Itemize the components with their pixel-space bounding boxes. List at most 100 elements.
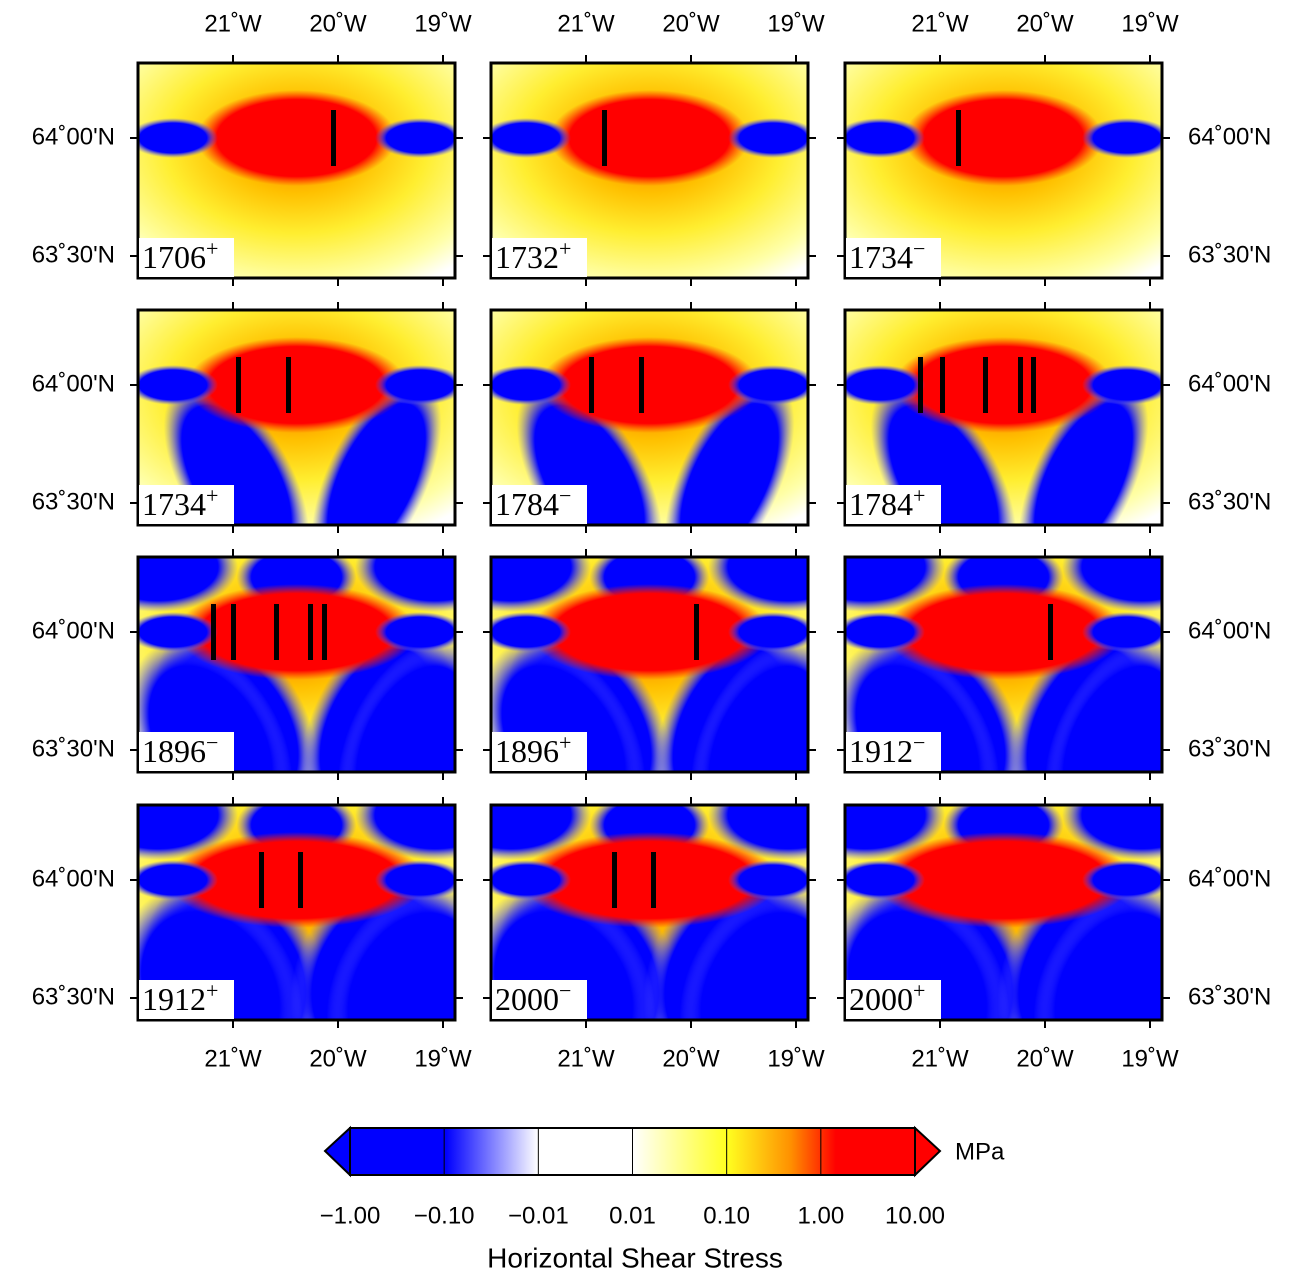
positive-core xyxy=(529,584,770,680)
panel-year: 1784 xyxy=(495,486,559,522)
panel-label: 1784− xyxy=(495,483,571,522)
panel-label: 1912− xyxy=(849,730,925,769)
fault-segment xyxy=(331,110,336,166)
x-tick-label: 21˚W xyxy=(557,1045,615,1072)
colorbar-tick-label: 1.00 xyxy=(797,1202,844,1229)
y-tick-label: 64˚00'N xyxy=(32,865,115,892)
fault-segment xyxy=(308,604,313,660)
fault-segment xyxy=(1048,604,1053,660)
colorbar-title: Horizontal Shear Stress xyxy=(487,1242,783,1273)
panel-label: 1912+ xyxy=(142,978,218,1017)
negative-lobe xyxy=(138,118,218,158)
map-panel: 1912− 64˚00'N 63˚30'N xyxy=(837,549,1271,780)
colorbar-low-arrow xyxy=(323,1125,351,1178)
panel-frame xyxy=(843,803,1164,1022)
y-tick-label: 64˚00'N xyxy=(1188,123,1271,150)
panel-label-box xyxy=(846,732,941,771)
fault-segment xyxy=(956,110,961,166)
negative-lobe xyxy=(375,365,455,405)
stress-field xyxy=(491,310,808,525)
map-panel: 2000+21˚W 20˚W 19˚W64˚00'N63˚30'N xyxy=(837,797,1271,1072)
panel-year: 1734 xyxy=(142,486,206,522)
panel-year: 2000 xyxy=(849,981,913,1017)
panel-label: 1734+ xyxy=(142,483,218,522)
positive-core xyxy=(166,832,427,928)
fault-segment xyxy=(940,357,945,413)
y-tick-label: 63˚30'N xyxy=(1188,241,1271,268)
negative-lobe xyxy=(163,380,310,525)
panel-label-box xyxy=(492,485,587,524)
colorbar: MPa Horizontal Shear Stress −1.00 −0.10 −0… xyxy=(320,1125,1005,1273)
negative-lobe xyxy=(311,378,442,525)
negative-lobe xyxy=(845,118,925,158)
fault-segment xyxy=(274,604,279,660)
fault-segment xyxy=(1031,357,1036,413)
panel-frame xyxy=(489,308,810,527)
panel-sign: + xyxy=(913,978,925,1003)
map-panel: 1784+64˚00'N63˚30'N xyxy=(837,302,1271,533)
colorbar-high-arrow xyxy=(914,1125,942,1178)
fault-segment xyxy=(612,852,617,908)
colorbar-tick-label: 0.01 xyxy=(609,1202,656,1229)
negative-lobe xyxy=(1044,640,1162,772)
panel-year: 1912 xyxy=(142,981,206,1017)
y-tick-label: 63˚30'N xyxy=(32,241,115,268)
panel-label: 1784+ xyxy=(849,483,925,522)
panel-label-box xyxy=(492,238,587,277)
negative-lobe xyxy=(728,860,808,900)
negative-lobe xyxy=(337,640,455,772)
panel-label-box xyxy=(139,238,234,277)
panel-label: 2000+ xyxy=(849,978,925,1017)
colorbar-tick-label: 10.00 xyxy=(885,1202,945,1229)
negative-lobe xyxy=(845,860,925,900)
x-tick-label: 19˚W xyxy=(1121,10,1179,37)
fault-segment xyxy=(639,357,644,413)
panel-label-box xyxy=(139,732,234,771)
negative-lobe xyxy=(845,365,925,405)
x-tick-label: 21˚W xyxy=(911,10,969,37)
panel-frame xyxy=(489,803,810,1022)
panel-label: 1732+ xyxy=(495,236,571,275)
map-panel: 1734− 21˚W 20˚W 19˚W 64˚00'N 63˚30'N xyxy=(837,10,1271,286)
y-tick-label: 63˚30'N xyxy=(32,735,115,762)
panel-label: 1896− xyxy=(142,730,218,769)
panel-frame xyxy=(136,803,457,1022)
negative-lobe xyxy=(690,640,808,772)
panel-label: 1734− xyxy=(849,236,925,275)
negative-lobe xyxy=(664,378,795,525)
colorbar-tick-label: −1.00 xyxy=(320,1202,381,1229)
panel-label-box xyxy=(846,238,941,277)
map-panel: 1734+64˚00'N63˚30'N xyxy=(32,302,463,533)
panel-frame xyxy=(136,555,457,774)
panel-label: 1896+ xyxy=(495,730,571,769)
negative-lobe xyxy=(1018,378,1149,525)
panel-year: 1912 xyxy=(849,733,913,769)
y-tick-label: 64˚00'N xyxy=(32,370,115,397)
x-tick-label: 19˚W xyxy=(767,1045,825,1072)
negative-lobe xyxy=(728,365,808,405)
negative-lobe xyxy=(375,860,455,900)
x-tick-label: 20˚W xyxy=(662,10,720,37)
y-tick-label: 64˚00'N xyxy=(32,123,115,150)
stress-field xyxy=(491,557,808,772)
y-tick-label: 63˚30'N xyxy=(32,488,115,515)
negative-lobe xyxy=(326,886,455,1020)
fault-segment xyxy=(983,357,988,413)
negative-lobe xyxy=(1082,612,1162,652)
fault-segment xyxy=(286,357,291,413)
x-tick-label: 20˚W xyxy=(662,1045,720,1072)
y-tick-label: 64˚00'N xyxy=(1188,617,1271,644)
map-panel: 2000− 21˚W 20˚W 19˚W xyxy=(483,797,825,1072)
positive-core xyxy=(176,584,417,680)
colorbar-unit: MPa xyxy=(955,1138,1005,1165)
panel-frame xyxy=(489,555,810,774)
positive-core xyxy=(196,90,397,186)
panel-frame xyxy=(136,61,457,280)
panel-label-box xyxy=(139,485,234,524)
panel-sign: + xyxy=(206,483,218,508)
map-panel: 1784− xyxy=(483,302,816,533)
positive-core xyxy=(549,90,750,186)
y-tick-label: 64˚00'N xyxy=(1188,370,1271,397)
negative-lobe xyxy=(1082,365,1162,405)
